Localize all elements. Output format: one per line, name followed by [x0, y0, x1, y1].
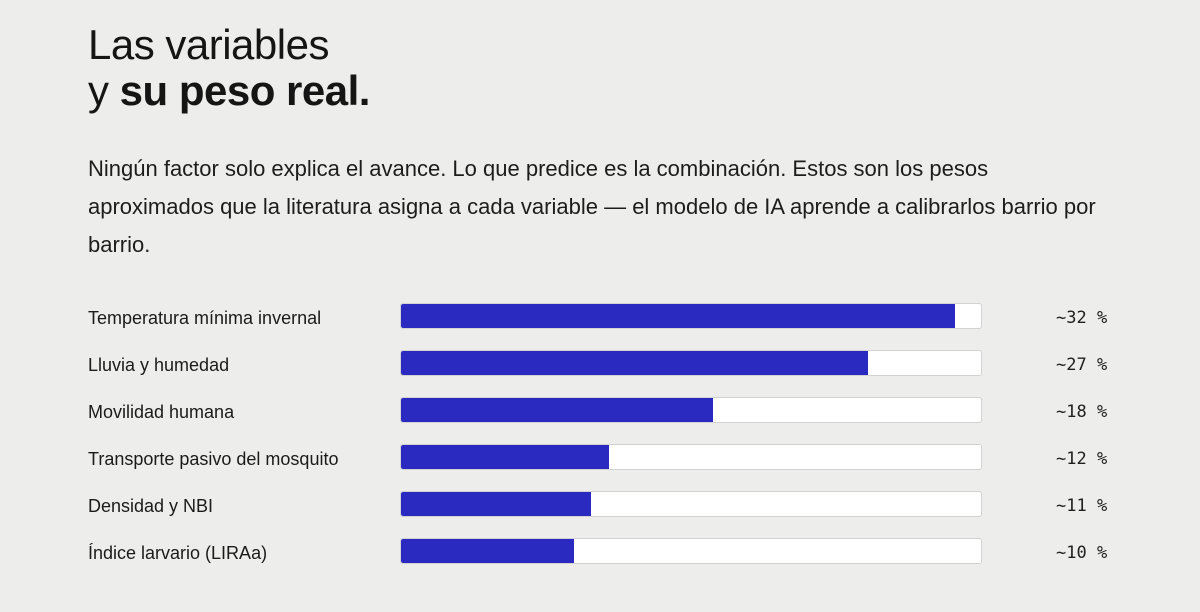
bar-fill: [401, 445, 609, 469]
bar-label: Lluvia y humedad: [88, 355, 230, 375]
bar-value-label: ~18 %: [1056, 402, 1108, 422]
bar-label: Transporte pasivo del mosquito: [88, 449, 339, 469]
bar-label: Movilidad humana: [88, 402, 235, 422]
bar-fill: [401, 492, 591, 516]
bar-track: [400, 397, 982, 423]
title-prefix: y: [88, 67, 120, 114]
bar-fill: [401, 351, 868, 375]
bar-track: [400, 303, 982, 329]
bar-value-label: ~11 %: [1056, 496, 1108, 516]
bar-value-label: ~10 %: [1056, 543, 1108, 563]
bar-label: Densidad y NBI: [88, 496, 214, 516]
bar-row: Movilidad humana ~18 %: [88, 396, 1118, 424]
title-line-1: Las variables: [88, 21, 329, 68]
bar-track: [400, 538, 982, 564]
bar-row: Densidad y NBI ~11 %: [88, 490, 1118, 518]
title-line-2: y su peso real.: [88, 68, 1118, 114]
bar-fill: [401, 539, 574, 563]
bar-track: [400, 350, 982, 376]
bar-row: Índice larvario (LIRAa) ~10 %: [88, 537, 1118, 565]
bar-label: Índice larvario (LIRAa): [88, 543, 268, 563]
bar-fill: [401, 304, 955, 328]
bar-row: Lluvia y humedad ~27 %: [88, 349, 1118, 377]
bar-fill: [401, 398, 713, 422]
bar-value-label: ~27 %: [1056, 355, 1108, 375]
title-emphasis: su peso real.: [119, 67, 371, 114]
bar-row: Temperatura mínima invernal ~32 %: [88, 302, 1118, 330]
intro-paragraph: Ningún factor solo explica el avance. Lo…: [88, 156, 1096, 257]
bar-value-label: ~12 %: [1056, 449, 1108, 469]
bar-value-label: ~32 %: [1056, 308, 1108, 328]
bar-track: [400, 444, 982, 470]
bar-row: Transporte pasivo del mosquito ~12 %: [88, 443, 1118, 471]
page-title: Las variables y su peso real.: [88, 22, 1118, 114]
variable-weights-chart: Temperatura mínima invernal ~32 % Lluvia y…: [88, 302, 1118, 592]
page-container: Las variables y su peso real. Ningún fac…: [88, 22, 1118, 564]
bar-label: Temperatura mínima invernal: [88, 308, 322, 328]
bar-track: [400, 491, 982, 517]
